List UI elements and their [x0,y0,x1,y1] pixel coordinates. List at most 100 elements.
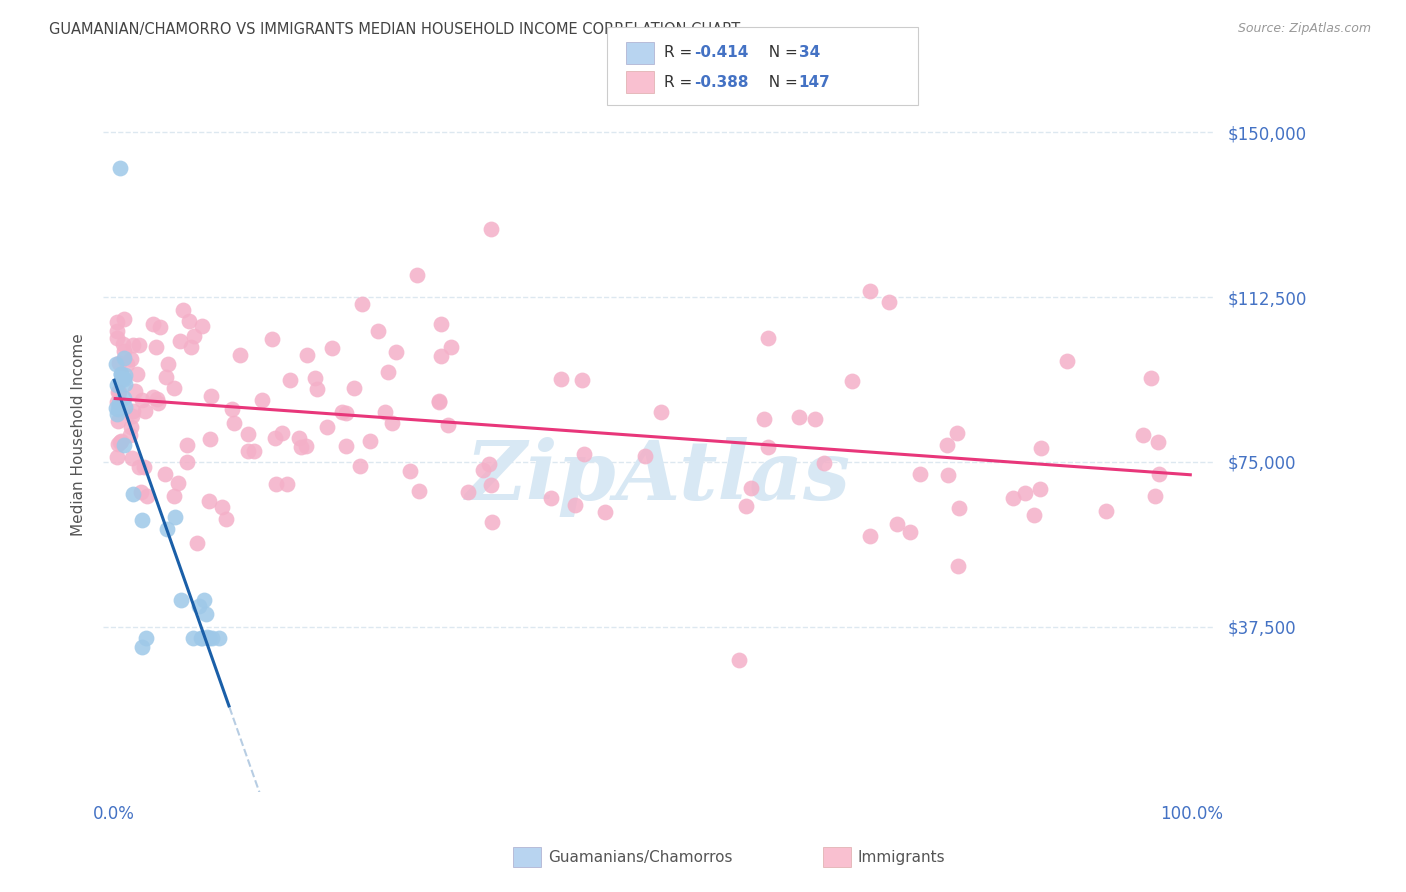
Y-axis label: Median Household Income: Median Household Income [72,333,86,536]
Point [114,372,136,386]
Point [121,486,143,500]
Point [153,467,176,482]
Point [131,392,153,407]
Point [381,416,404,430]
Point [112,392,135,406]
Point [1094,504,1116,518]
Point [155,370,177,384]
Point [1056,354,1078,368]
Point [945,425,967,440]
Point [107,414,129,428]
Text: 147: 147 [799,75,831,89]
Point [343,381,366,395]
Point [112,438,135,452]
Point [877,295,900,310]
Point [108,396,131,410]
Point [114,401,136,415]
Point [236,444,259,458]
Point [406,268,429,283]
Point [142,391,165,405]
Point [149,319,172,334]
Text: -0.414: -0.414 [695,45,749,61]
Point [131,513,153,527]
Point [128,338,150,352]
Point [304,370,326,384]
Point [110,434,132,448]
Point [201,631,224,645]
Point [186,536,208,550]
Point [221,402,243,417]
Point [191,318,214,333]
Point [165,510,187,524]
Point [105,331,128,345]
Point [813,456,835,470]
Point [198,631,221,645]
Point [104,401,127,416]
Point [330,405,353,419]
Point [195,630,218,644]
Point [134,404,156,418]
Point [191,631,214,645]
Point [335,406,357,420]
Point [728,653,751,667]
Point [110,367,132,381]
Point [908,467,931,481]
Point [180,340,202,354]
Point [105,315,128,329]
Point [367,324,389,338]
Point [105,394,128,409]
Point [145,340,167,354]
Point [280,373,302,387]
Point [429,317,451,331]
Point [131,485,153,500]
Point [1031,442,1053,456]
Point [385,344,408,359]
Point [114,368,136,383]
Point [236,426,259,441]
Point [481,515,503,529]
Point [478,457,501,471]
Point [157,357,180,371]
Point [211,500,233,514]
Point [1001,491,1024,505]
Point [295,348,318,362]
Point [886,516,908,531]
Point [650,405,672,419]
Point [135,631,157,645]
Point [787,410,810,425]
Point [107,356,129,370]
Text: Guamanians/Chamorros: Guamanians/Chamorros [548,850,733,864]
Point [429,393,451,408]
Point [250,392,273,407]
Text: ZipAtlas: ZipAtlas [465,437,851,517]
Point [188,599,211,614]
Point [200,432,222,446]
Point [735,499,758,513]
Point [117,357,139,371]
Point [305,382,328,396]
Point [1014,486,1036,500]
Point [172,302,194,317]
Text: Source: ZipAtlas.com: Source: ZipAtlas.com [1237,22,1371,36]
Point [350,296,373,310]
Point [260,332,283,346]
Point [111,371,134,385]
Point [803,412,825,426]
Point [593,504,616,518]
Point [479,477,502,491]
Text: R =: R = [664,45,697,61]
Point [112,336,135,351]
Point [125,367,148,381]
Text: N =: N = [759,45,803,61]
Point [146,392,169,406]
Point [1029,483,1052,497]
Point [176,455,198,469]
Point [105,357,128,371]
Point [321,341,343,355]
Point [295,439,318,453]
Point [550,372,572,386]
Point [112,311,135,326]
Point [155,522,177,536]
Point [107,385,129,400]
Point [946,558,969,573]
